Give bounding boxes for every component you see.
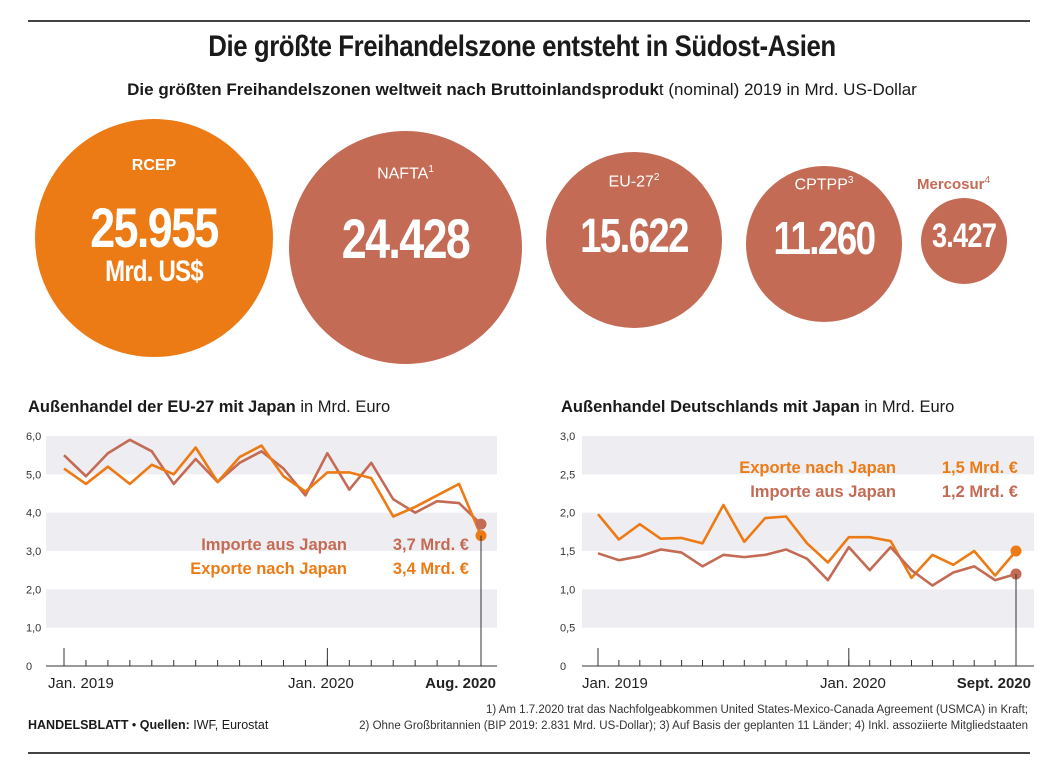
bubble-rcep-value: 25.955 bbox=[90, 196, 219, 259]
series-value-label: 3,7 Mrd. € bbox=[393, 536, 469, 554]
bubble-nafta-name: NAFTA bbox=[377, 165, 429, 183]
bubble-cptpp-value: 11.260 bbox=[773, 212, 877, 264]
y-tick-label: 6,0 bbox=[26, 431, 41, 443]
bubble-eu27-value: 15.622 bbox=[580, 210, 689, 263]
bubble-rcep: RCEP 25.955 Mrd. US$ bbox=[35, 119, 273, 357]
subtitle-rest: t (nominal) 2019 in Mrd. US-Dollar bbox=[658, 80, 917, 99]
subtitle-bold: Die größten Freihandelszonen weltweit na… bbox=[127, 80, 659, 99]
y-tick-label: 3,0 bbox=[26, 546, 41, 558]
grid-band bbox=[46, 512, 497, 551]
y-tick-label: 5,0 bbox=[26, 469, 41, 481]
bubble-rcep-unit: Mrd. US$ bbox=[105, 255, 203, 288]
bubble-nafta-value: 24.428 bbox=[341, 207, 471, 270]
bubble-cptpp-name: CPTPP bbox=[794, 176, 848, 194]
series-label: Importe aus Japan bbox=[750, 483, 896, 501]
y-tick-label: 1,5 bbox=[560, 546, 575, 558]
chart2-title: Außenhandel Deutschlands mit Japan in Mr… bbox=[561, 398, 954, 417]
chart1-title-bold: Außenhandel der EU-27 mit Japan bbox=[28, 398, 296, 416]
chart1-title-rest: in Mrd. Euro bbox=[295, 398, 391, 416]
bubble-mercosur-name: Mercosur bbox=[917, 176, 985, 193]
bubble-mercosur-sup: 4 bbox=[984, 175, 991, 186]
y-tick-label: 1,0 bbox=[26, 623, 41, 635]
y-tick-label: 4,0 bbox=[26, 508, 41, 520]
y-tick-label: 3,0 bbox=[560, 431, 575, 443]
y-tick-label: 1,0 bbox=[560, 584, 575, 596]
series-line bbox=[597, 545, 1017, 587]
bubble-cptpp: CPTPP3 11.260 bbox=[746, 166, 902, 322]
x-tick-label: Jan. 2020 bbox=[820, 675, 886, 692]
top-rule bbox=[28, 20, 1030, 22]
chart2-title-rest: in Mrd. Euro bbox=[859, 398, 955, 416]
x-tick-label: Jan. 2019 bbox=[582, 675, 648, 692]
bubble-rcep-label: RCEP bbox=[131, 157, 177, 174]
bubble-eu27-sup: 2 bbox=[653, 172, 660, 183]
bubble-nafta: NAFTA1 24.428 bbox=[289, 131, 522, 364]
series-end-dot bbox=[1010, 545, 1022, 557]
bottom-rule bbox=[28, 752, 1030, 754]
y-tick-label: 2,5 bbox=[560, 469, 575, 481]
footnote-1: 1) Am 1.7.2020 trat das Nachfolgeabkomme… bbox=[485, 704, 1028, 716]
page-subtitle: Die größten Freihandelszonen weltweit na… bbox=[0, 80, 1044, 100]
bubble-cptpp-sup: 3 bbox=[847, 175, 854, 186]
x-tick-label: Jan. 2020 bbox=[288, 675, 354, 692]
chart-germany-japan: 0 0,5 1,0 1,5 2,0 2,5 3,0 Jan. 2019 Jan. 2020 Se… bbox=[560, 431, 1034, 692]
footnote-2: 2) Ohne Großbritannien (BIP 2019: 2.831 … bbox=[359, 720, 1028, 732]
bubble-nafta-label: NAFTA1 bbox=[289, 164, 522, 183]
x-tick-label: Jan. 2019 bbox=[48, 675, 114, 692]
grid-band bbox=[46, 436, 497, 475]
bubble-mercosur: 3.427 bbox=[921, 198, 1007, 284]
series-line bbox=[596, 503, 1017, 580]
grid-band bbox=[46, 589, 497, 628]
series-end-dot bbox=[475, 518, 487, 530]
y-tick-label: 0 bbox=[560, 661, 566, 673]
x-tick-label: Aug. 2020 bbox=[425, 675, 496, 692]
chart1-title: Außenhandel der EU-27 mit Japan in Mrd. … bbox=[28, 398, 390, 417]
bubble-mercosur-value: 3.427 bbox=[931, 217, 997, 255]
chart-eu27-japan: 0 1,0 2,0 3,0 4,0 5,0 6,0 Jan. 2019 Jan. 2020 Au… bbox=[26, 431, 497, 692]
series-value-label: 3,4 Mrd. € bbox=[393, 560, 469, 578]
series-label: Importe aus Japan bbox=[201, 536, 347, 554]
bubble-eu27-name: EU-27 bbox=[608, 173, 654, 191]
bubble-cptpp-label: CPTPP3 bbox=[746, 175, 902, 194]
footer-source: HANDELSBLATT • Quellen: IWF, Eurostat bbox=[28, 718, 269, 732]
footer-sources-label: Quellen: bbox=[139, 718, 190, 732]
grid-band bbox=[582, 436, 1034, 475]
y-tick-label: 2,0 bbox=[26, 584, 41, 596]
series-value-label: 1,5 Mrd. € bbox=[942, 459, 1018, 477]
footer-sources: IWF, Eurostat bbox=[193, 718, 269, 732]
page-title: Die größte Freihandelszone entsteht in S… bbox=[208, 30, 836, 63]
bubble-eu27: EU-272 15.622 bbox=[546, 152, 722, 328]
bubble-eu27-label: EU-272 bbox=[546, 172, 722, 191]
grid-band bbox=[582, 589, 1034, 628]
series-label: Exporte nach Japan bbox=[739, 459, 896, 477]
bubble-nafta-sup: 1 bbox=[428, 164, 434, 175]
bubble-mercosur-label: Mercosur4 bbox=[917, 175, 990, 193]
chart2-title-bold: Außenhandel Deutschlands mit Japan bbox=[561, 398, 860, 416]
series-line bbox=[63, 444, 483, 537]
x-tick-label: Sept. 2020 bbox=[957, 675, 1031, 692]
footer-brand: HANDELSBLATT bbox=[28, 718, 129, 732]
y-tick-label: 0,5 bbox=[560, 623, 575, 635]
series-value-label: 1,2 Mrd. € bbox=[942, 483, 1018, 501]
y-tick-label: 2,0 bbox=[560, 508, 575, 520]
y-tick-label: 0 bbox=[26, 661, 32, 673]
series-label: Exporte nach Japan bbox=[190, 560, 347, 578]
